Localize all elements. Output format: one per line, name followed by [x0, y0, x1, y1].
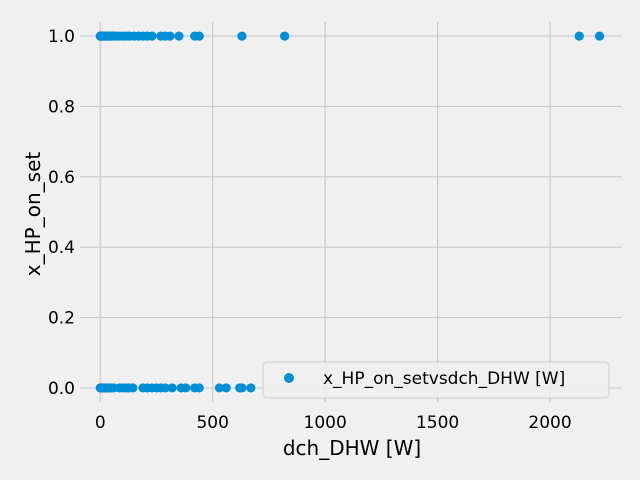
y-tick-labels: 0.0 0.2 0.4 0.6 0.8 1.0: [48, 27, 75, 399]
data-point: [594, 31, 605, 41]
x-tick-label: 1500: [416, 413, 459, 433]
x-tick-label: 0: [95, 413, 106, 433]
y-tick-label: 0.6: [48, 168, 75, 188]
data-point: [147, 31, 157, 41]
x-tick-label: 2000: [528, 413, 571, 433]
data-point: [221, 383, 231, 393]
legend-box: [262, 361, 610, 399]
x-tick-label: 500: [196, 413, 228, 433]
y-tick-label: 1.0: [48, 27, 75, 47]
data-point: [280, 31, 290, 41]
y-axis-label: x_HP_on_set: [21, 152, 45, 277]
legend: x_HP_on_setvsdch_DHW [W]: [262, 361, 610, 399]
legend-marker: [284, 373, 294, 383]
data-point: [160, 383, 171, 393]
data-point: [237, 31, 247, 41]
legend-label: x_HP_on_setvsdch_DHW [W]: [323, 369, 565, 389]
x-axis-label: dch_DHW [W]: [283, 436, 421, 460]
data-point: [128, 383, 138, 393]
data-point: [214, 383, 225, 393]
data-point: [165, 31, 175, 41]
data-point: [174, 31, 184, 41]
data-points: [95, 31, 605, 393]
data-point: [237, 383, 247, 393]
y-tick-label: 0.8: [48, 97, 75, 117]
data-point: [194, 383, 204, 393]
y-tick-label: 0.4: [48, 238, 75, 258]
data-point: [181, 383, 191, 393]
x-tick-label: 1000: [304, 413, 347, 433]
data-point: [194, 31, 204, 41]
y-tick-label: 0.0: [48, 379, 75, 399]
data-point: [167, 383, 177, 393]
y-tick-label: 0.2: [48, 309, 75, 329]
x-tick-labels: 0 500 1000 1500 2000: [95, 413, 572, 433]
data-point: [246, 383, 256, 393]
data-point: [574, 31, 584, 41]
